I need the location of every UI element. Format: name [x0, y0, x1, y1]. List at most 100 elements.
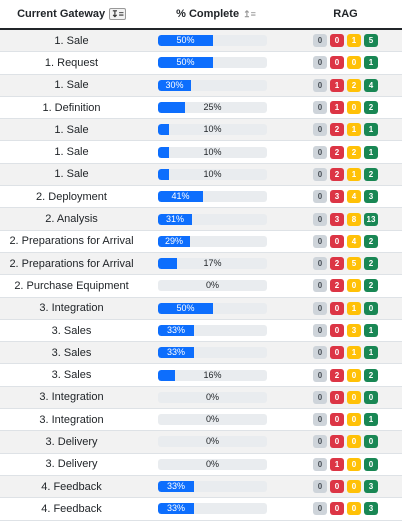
rag-yellow-badge: 1 [347, 346, 361, 360]
rag-yellow-badge: 0 [347, 56, 361, 70]
table-row[interactable]: 1. Sale 10% 0 2 1 1 [0, 119, 402, 142]
table-row[interactable]: 3. Integration 0% 0 0 0 0 [0, 386, 402, 410]
rag-green-badge: 0 [364, 301, 378, 315]
rag-gray-badge: 0 [313, 279, 327, 293]
gateway-cell: 2. Purchase Equipment [14, 279, 129, 292]
progress-label: 10% [203, 124, 222, 135]
progress-cell: 31% [143, 208, 289, 229]
rag-red-badge: 0 [330, 435, 344, 449]
progress-bar: 0% [158, 458, 267, 470]
gateway-cell: 4. Feedback [41, 502, 102, 515]
sort-icon[interactable]: ↥≡ [243, 9, 256, 19]
rag-yellow-badge: 4 [347, 234, 361, 248]
rag-green-badge: 1 [364, 413, 378, 427]
rag-green-badge: 1 [364, 145, 378, 159]
rag-yellow-badge: 0 [347, 502, 361, 516]
progress-fill [158, 481, 194, 493]
rag-gray-badge: 0 [313, 257, 327, 271]
rag-gray-badge: 0 [313, 368, 327, 382]
progress-fill [158, 146, 169, 158]
gateway-cell: 3. Integration [39, 413, 104, 426]
rag-green-badge: 4 [364, 78, 378, 92]
rag-red-badge: 2 [330, 145, 344, 159]
table-row[interactable]: 1. Definition 25% 0 1 0 2 [0, 97, 402, 120]
rag-gray-badge: 0 [313, 190, 327, 204]
progress-bar: 0% [158, 280, 267, 292]
gateway-cell: 2. Analysis [45, 213, 98, 226]
rag-red-badge: 1 [330, 78, 344, 92]
rag-green-badge: 2 [364, 234, 378, 248]
column-header-percent-complete[interactable]: % Complete ↥≡ [143, 0, 289, 28]
table-row[interactable]: 2. Preparations for Arrival 17% 0 2 5 2 [0, 252, 402, 276]
rag-gray-badge: 0 [313, 346, 327, 360]
progress-bar: 33% [158, 325, 267, 336]
table-row[interactable]: 1. Sale 10% 0 2 2 1 [0, 141, 402, 164]
progress-fill [158, 57, 213, 69]
rag-yellow-badge: 1 [347, 34, 361, 48]
sort-desc-icon[interactable]: ↧≡ [109, 8, 126, 20]
rag-gray-badge: 0 [313, 390, 327, 404]
table-row[interactable]: 3. Delivery 0% 0 1 0 0 [0, 454, 402, 476]
progress-cell: 41% [143, 186, 289, 207]
progress-bar: 16% [158, 369, 267, 381]
rag-red-badge: 0 [330, 480, 344, 494]
column-header-label: RAG [333, 8, 358, 20]
rag-gray-badge: 0 [313, 212, 327, 226]
progress-bar: 31% [158, 213, 267, 225]
progress-fill [158, 369, 175, 381]
progress-cell: 0% [143, 409, 289, 430]
table-row[interactable]: 1. Sale 30% 0 1 2 4 [0, 74, 402, 97]
table-row[interactable]: 3. Sales 33% 0 0 3 1 [0, 320, 402, 343]
rag-gray-badge: 0 [313, 123, 327, 137]
rag-yellow-badge: 4 [347, 190, 361, 204]
table-header: Current Gateway ↧≡ % Complete ↥≡ RAG [0, 0, 402, 30]
table-row[interactable]: 3. Sales 33% 0 0 1 1 [0, 342, 402, 365]
progress-label: 0% [205, 391, 219, 402]
rag-yellow-badge: 5 [347, 257, 361, 271]
rag-red-badge: 0 [330, 301, 344, 315]
rag-gray-badge: 0 [313, 301, 327, 315]
progress-cell: 30% [143, 75, 289, 96]
column-header-rag: RAG [289, 0, 402, 28]
table-row[interactable]: 4. Feedback 33% 0 0 0 3 [0, 498, 402, 521]
rag-red-badge: 2 [330, 123, 344, 137]
rag-red-badge: 0 [330, 346, 344, 360]
rag-green-badge: 1 [364, 324, 378, 337]
table-row[interactable]: 2. Preparations for Arrival 29% 0 0 4 2 [0, 231, 402, 253]
rag-yellow-badge: 3 [347, 324, 361, 337]
table-row[interactable]: 2. Purchase Equipment 0% 0 2 0 2 [0, 275, 402, 298]
column-header-current-gateway[interactable]: Current Gateway ↧≡ [0, 0, 143, 28]
progress-bar: 30% [158, 79, 267, 91]
rag-red-badge: 0 [330, 502, 344, 516]
rag-green-badge: 13 [364, 212, 378, 226]
table-row[interactable]: 2. Analysis 31% 0 3 8 13 [0, 208, 402, 231]
rag-gray-badge: 0 [313, 101, 327, 115]
progress-bar: 0% [158, 414, 267, 426]
gateway-cell: 1. Sale [54, 123, 89, 136]
table-row[interactable]: 1. Sale 10% 0 2 1 2 [0, 163, 402, 187]
table-row[interactable]: 3. Sales 16% 0 2 0 2 [0, 364, 402, 387]
rag-cell: 0 3 8 13 [289, 208, 402, 229]
table-row[interactable]: 2. Deployment 41% 0 3 4 3 [0, 186, 402, 209]
table-row[interactable]: 1. Sale 50% 0 0 1 5 [0, 30, 402, 53]
progress-fill [158, 325, 194, 336]
progress-cell: 10% [143, 164, 289, 185]
gateway-cell: 1. Sale [54, 146, 89, 159]
table-row[interactable]: 1. Request 50% 0 0 0 1 [0, 52, 402, 75]
progress-bar: 10% [158, 146, 267, 158]
progress-label: 25% [203, 102, 222, 113]
rag-red-badge: 0 [330, 34, 344, 48]
rag-yellow-badge: 1 [347, 301, 361, 315]
table-row[interactable]: 3. Delivery 0% 0 0 0 0 [0, 431, 402, 454]
table-row[interactable]: 3. Integration 0% 0 0 0 1 [0, 409, 402, 432]
rag-green-badge: 3 [364, 480, 378, 494]
progress-cell: 17% [143, 253, 289, 274]
gateway-cell: 4. Feedback [41, 480, 102, 493]
table-row[interactable]: 4. Feedback 33% 0 0 0 3 [0, 475, 402, 499]
table-row[interactable]: 3. Integration 50% 0 0 1 0 [0, 297, 402, 320]
rag-red-badge: 3 [330, 190, 344, 204]
